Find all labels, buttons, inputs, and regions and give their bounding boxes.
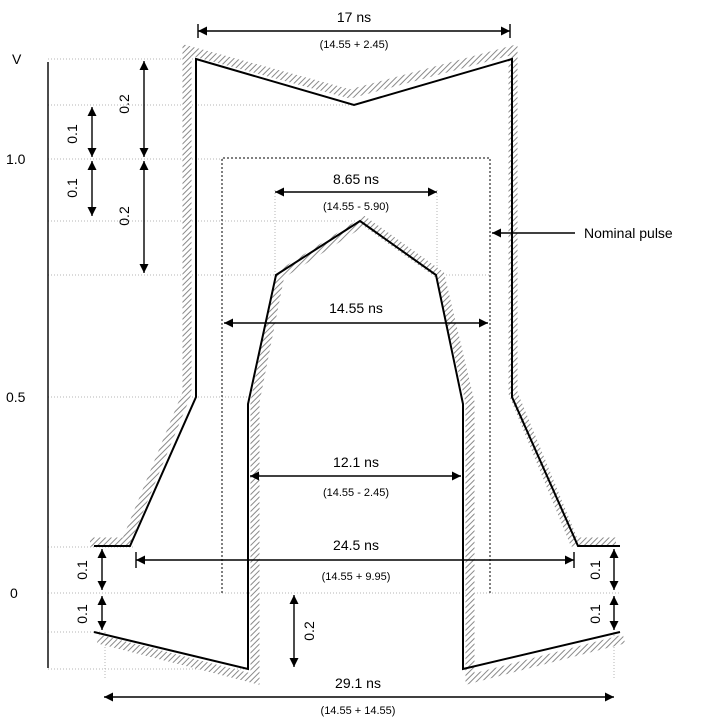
y-tick-label: 0 — [10, 585, 18, 601]
upper-mask-line — [94, 57, 620, 547]
bottom-width-label: 29.1 ns — [335, 675, 381, 691]
tolerance-label: 0.1 — [587, 604, 603, 624]
grid-lines — [48, 58, 620, 680]
lower-mask-line — [93, 219, 621, 671]
tolerance-label: 0.2 — [116, 94, 132, 114]
bottom-width-formula: (14.55 + 14.55) — [321, 705, 396, 717]
base-width-formula: (14.55 + 9.95) — [322, 571, 391, 583]
tolerance-label: 0.1 — [587, 560, 603, 580]
top-width-label: 17 ns — [337, 9, 371, 25]
nominal-pulse-outline — [221, 157, 491, 593]
top-width-formula: (14.55 + 2.45) — [320, 39, 389, 51]
y-axis-unit: V — [12, 51, 22, 67]
y-tick-label: 0.5 — [6, 389, 26, 405]
tolerance-arrows — [87, 61, 619, 667]
tolerance-label: 0.1 — [74, 604, 90, 624]
tolerance-label: 0.2 — [301, 621, 317, 641]
nominal-width-label: 14.55 ns — [329, 300, 383, 316]
tolerance-label: 0.1 — [74, 560, 90, 580]
mask-hatching — [90, 44, 626, 685]
y-tick-label: 1.0 — [6, 151, 26, 167]
dimension-arrows — [104, 24, 614, 702]
tolerance-label: 0.2 — [116, 206, 132, 226]
tolerance-label: 0.1 — [64, 178, 80, 198]
tolerance-label: 0.1 — [64, 124, 80, 144]
nominal-pulse-label: Nominal pulse — [584, 225, 673, 241]
peak-width-formula: (14.55 - 5.90) — [323, 201, 389, 213]
base-width-label: 24.5 ns — [333, 537, 379, 553]
mid-width-label: 12.1 ns — [333, 454, 379, 470]
mid-width-formula: (14.55 - 2.45) — [323, 487, 389, 499]
peak-width-label: 8.65 ns — [333, 171, 379, 187]
